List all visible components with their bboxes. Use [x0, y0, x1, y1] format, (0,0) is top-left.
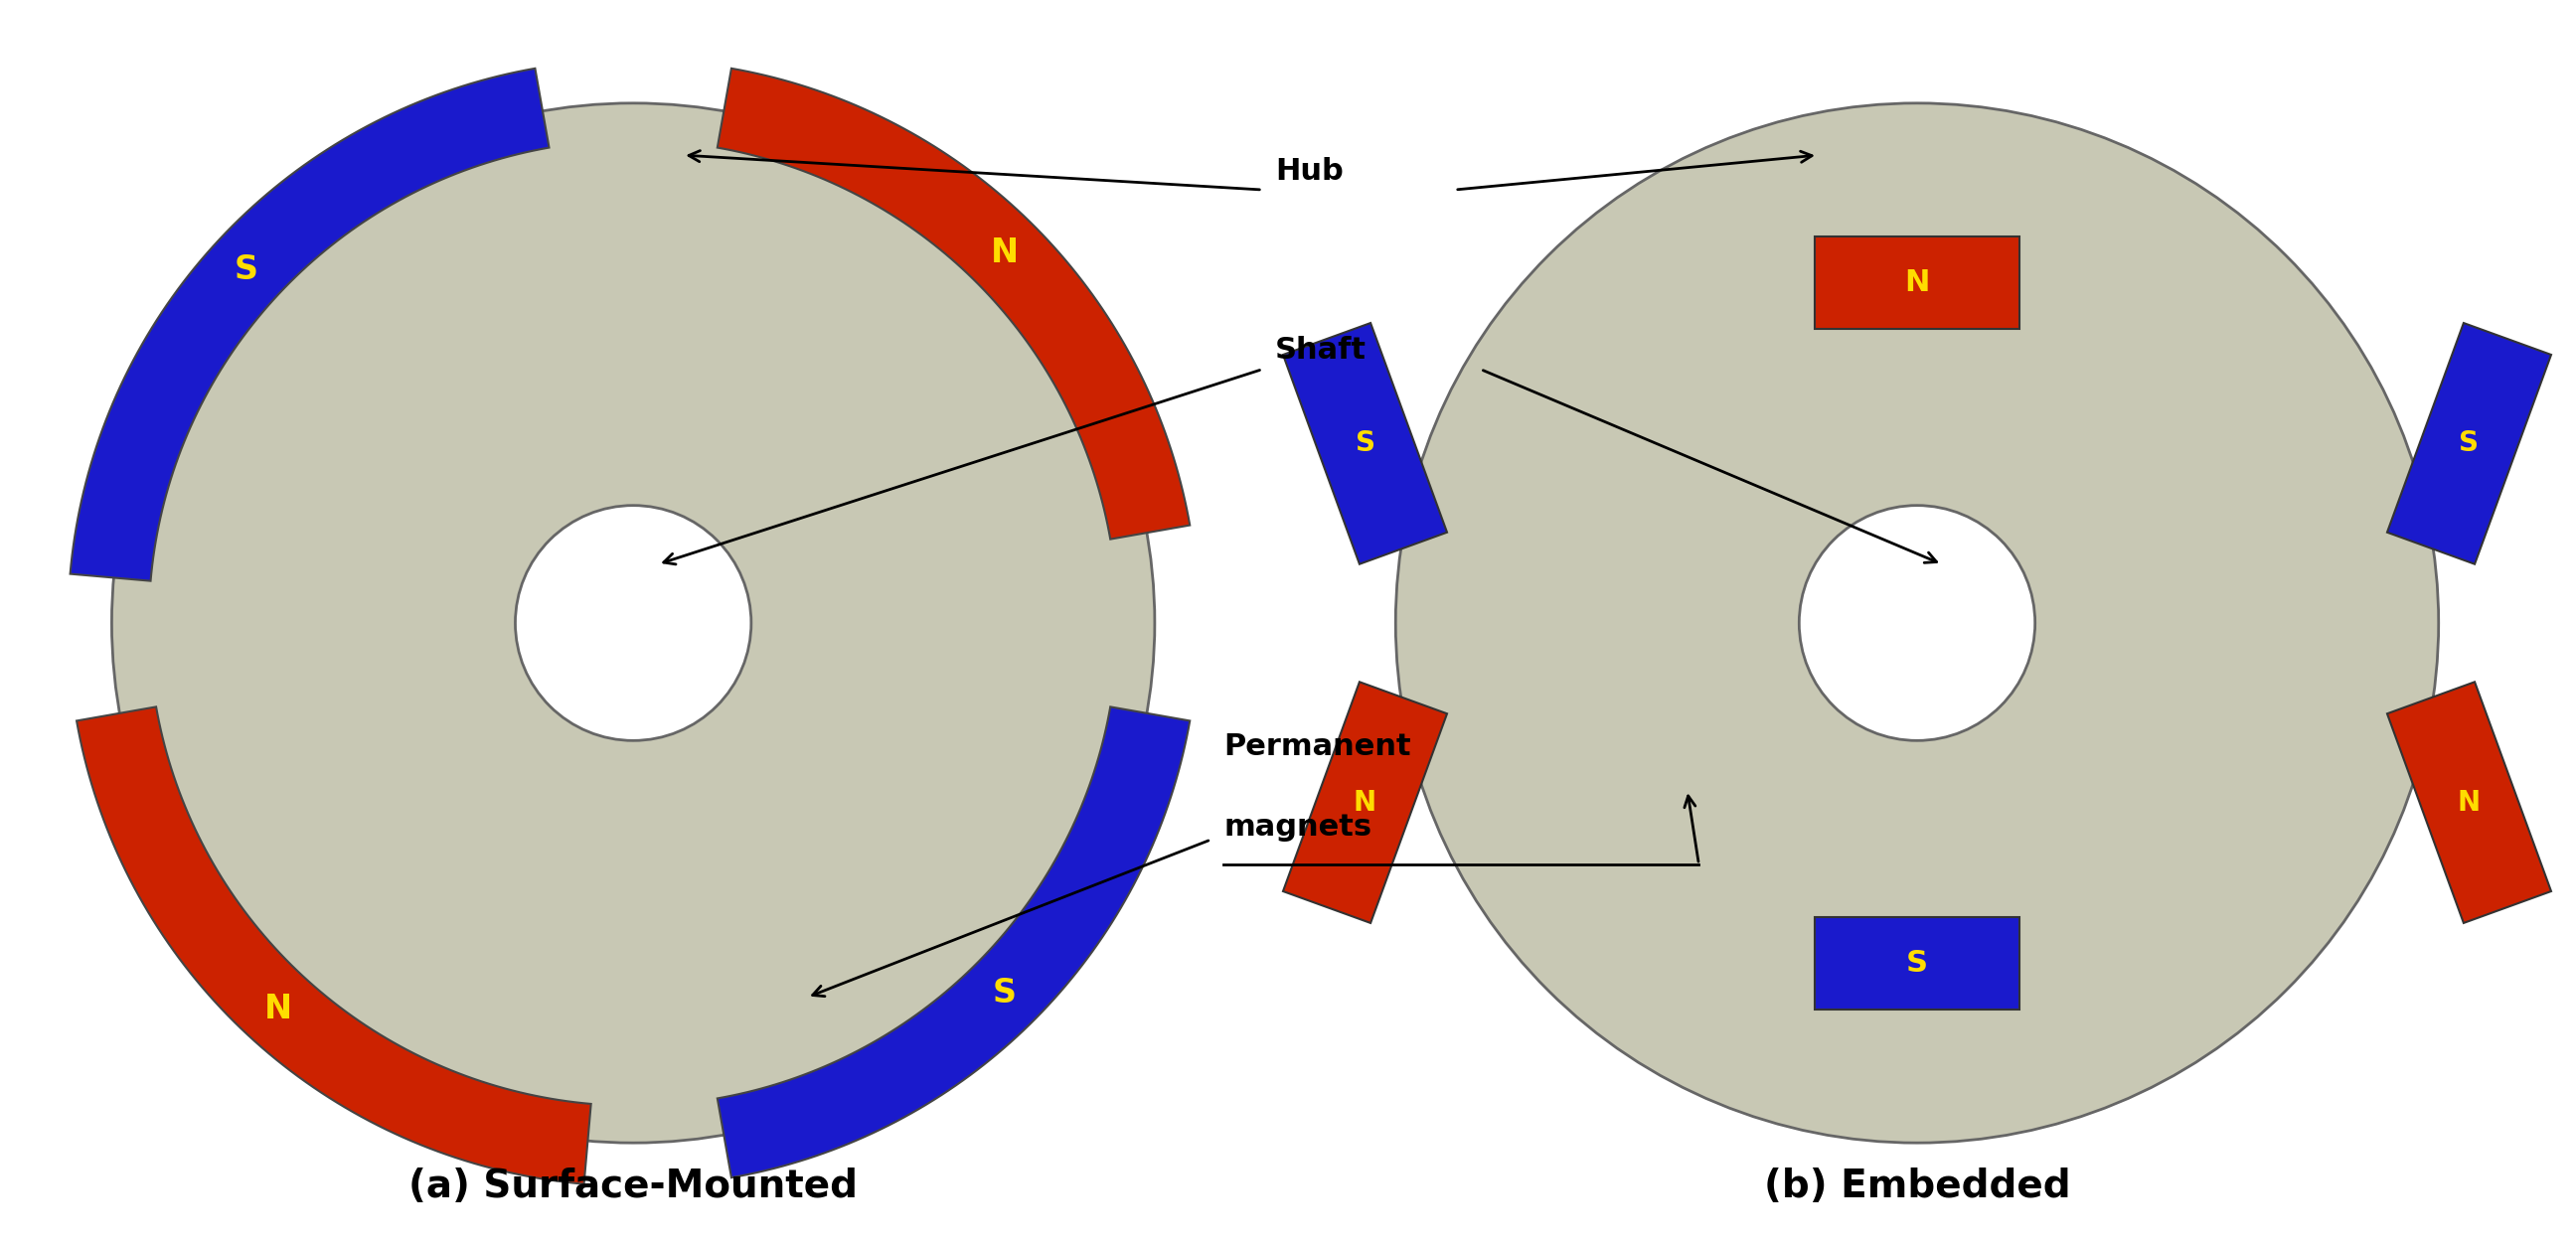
Ellipse shape	[515, 506, 752, 740]
Text: S: S	[2460, 430, 2478, 457]
Polygon shape	[77, 706, 590, 1184]
Text: (a) Surface-Mounted: (a) Surface-Mounted	[410, 1168, 858, 1205]
Polygon shape	[2388, 682, 2550, 923]
Text: Hub: Hub	[1275, 157, 1345, 186]
Text: S: S	[1355, 430, 1376, 457]
Text: (b) Embedded: (b) Embedded	[1765, 1168, 2071, 1205]
Polygon shape	[1814, 237, 2020, 329]
Text: N: N	[265, 992, 294, 1025]
Text: N: N	[2458, 789, 2481, 816]
Text: Shaft: Shaft	[1275, 336, 1368, 365]
Polygon shape	[1283, 323, 1448, 564]
Polygon shape	[1814, 917, 2020, 1009]
Text: Permanent: Permanent	[1224, 733, 1412, 761]
Text: S: S	[1906, 949, 1927, 978]
Text: N: N	[989, 237, 1018, 269]
Ellipse shape	[111, 103, 1154, 1143]
Polygon shape	[1283, 682, 1448, 923]
Polygon shape	[716, 706, 1190, 1177]
Ellipse shape	[1798, 506, 2035, 740]
Polygon shape	[70, 69, 549, 581]
Text: S: S	[234, 253, 258, 287]
Polygon shape	[716, 69, 1190, 540]
Ellipse shape	[1396, 103, 2439, 1143]
Text: N: N	[1352, 789, 1376, 816]
Text: N: N	[1904, 268, 1929, 297]
Text: S: S	[992, 977, 1018, 1009]
Text: magnets: magnets	[1224, 812, 1373, 841]
Polygon shape	[2388, 323, 2550, 564]
